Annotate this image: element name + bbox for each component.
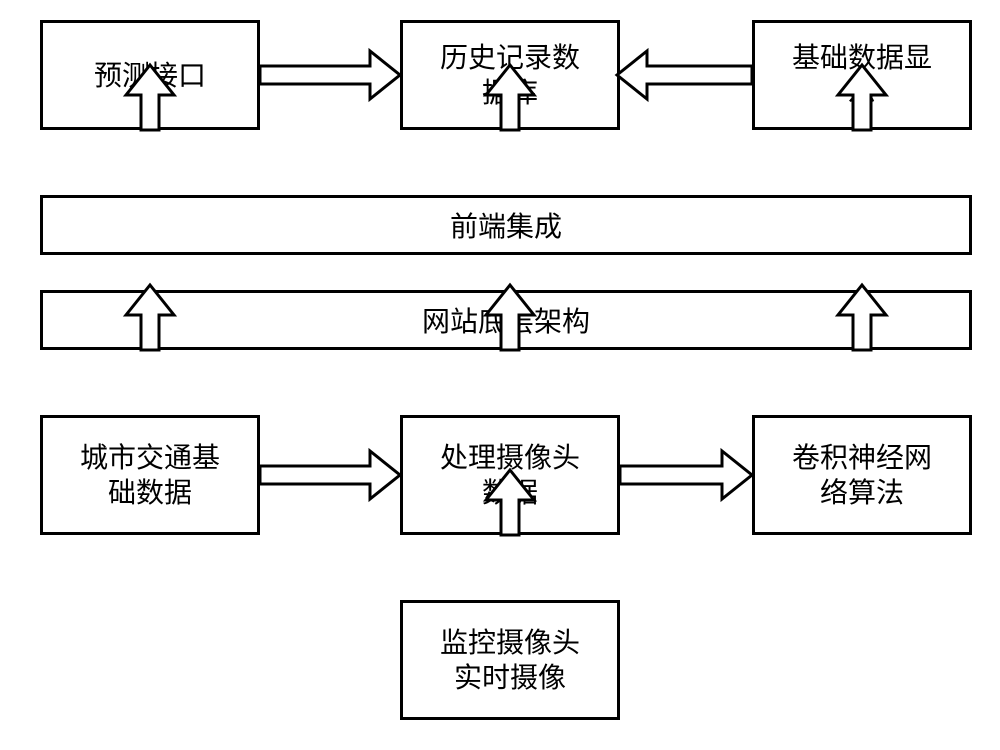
node-cnn-algorithm: 卷积神经网络算法	[752, 415, 972, 535]
node-label: 卷积神经网络算法	[792, 440, 932, 510]
arrow-a4	[110, 0, 410, 225]
arrow-a9	[110, 325, 410, 625]
bar-label: 前端集成	[450, 205, 562, 245]
arrow-a8	[787, 275, 937, 425]
node-label: 监控摄像头实时摄像	[440, 625, 580, 695]
node-surveillance-camera: 监控摄像头实时摄像	[400, 600, 620, 720]
arrow-a2	[435, 55, 585, 205]
arrow-a5	[607, 0, 897, 220]
diagram-canvas: 预测接口 历史记录数据库 基础数据显示 前端集成 网站底层架构 城市交通基础数据…	[0, 0, 1000, 750]
arrow-a11	[435, 460, 585, 610]
